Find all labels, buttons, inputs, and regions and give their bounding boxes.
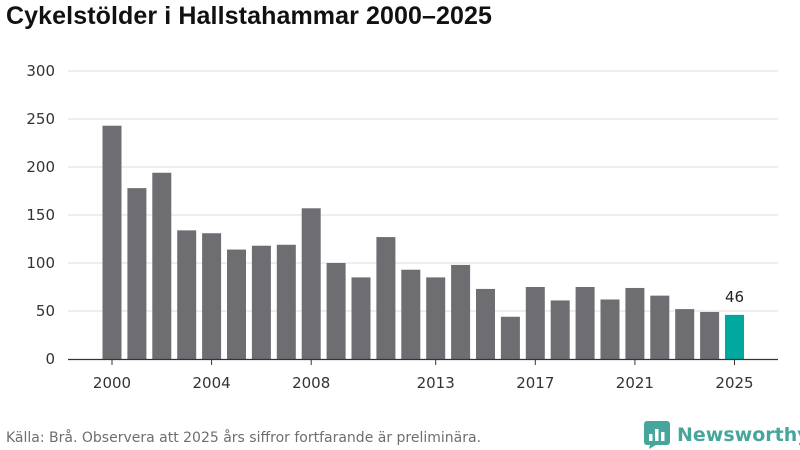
bar-2010 xyxy=(351,277,371,359)
y-tick-label: 250 xyxy=(26,110,55,128)
bar-2009 xyxy=(326,263,346,359)
bar-2007 xyxy=(276,244,296,359)
bar-2020 xyxy=(600,299,620,359)
bar-2004 xyxy=(202,233,222,359)
x-tick-label: 2017 xyxy=(516,374,554,392)
bar-2019 xyxy=(575,287,595,359)
newsworthy-logo-icon xyxy=(644,421,670,449)
bar-2003 xyxy=(177,230,197,359)
x-tick-label: 2013 xyxy=(417,374,455,392)
bar-2018 xyxy=(550,300,570,359)
source-note: Källa: Brå. Observera att 2025 års siffr… xyxy=(6,430,482,446)
y-tick-label: 50 xyxy=(36,302,55,320)
bar-2022 xyxy=(650,295,670,359)
bar-2008 xyxy=(301,208,321,359)
x-axis: 2000 2004 2008 2013 2017 2021 2025 xyxy=(68,358,778,392)
bar-2023 xyxy=(675,309,695,359)
bar-2005 xyxy=(227,249,246,359)
bar-2002 xyxy=(152,172,172,359)
y-tick-label: 100 xyxy=(26,254,55,272)
chart-title: Cykelstölder i Hallstahammar 2000–2025 xyxy=(6,2,493,30)
x-tick-label: 2004 xyxy=(193,374,231,392)
x-tick-label: 2021 xyxy=(616,374,654,392)
x-tick-label: 2000 xyxy=(93,374,131,392)
bar-2006 xyxy=(251,245,271,359)
bar-2015 xyxy=(476,288,495,359)
bar-2014 xyxy=(451,264,471,359)
y-axis: 0 50 100 150 200 250 300 xyxy=(26,62,55,368)
y-tick-label: 150 xyxy=(26,206,55,224)
bar-2025 xyxy=(725,314,744,359)
x-tick-label: 2025 xyxy=(715,374,753,392)
brand-name: Newsworthy xyxy=(677,424,800,446)
bar-2017 xyxy=(525,287,545,359)
bar-2016 xyxy=(500,316,520,359)
bar-2013 xyxy=(426,277,446,359)
bar-2024 xyxy=(700,311,720,359)
gridlines xyxy=(68,70,778,312)
data-labels: 46 xyxy=(725,288,744,306)
y-tick-label: 0 xyxy=(45,350,55,368)
y-tick-label: 300 xyxy=(26,62,55,80)
data-label-2025: 46 xyxy=(725,288,744,306)
bar-2011 xyxy=(376,237,396,359)
bar-2021 xyxy=(625,287,645,359)
bar-2012 xyxy=(401,269,421,359)
brand-logo: Newsworthy xyxy=(644,420,800,450)
y-tick-label: 200 xyxy=(26,158,55,176)
bars xyxy=(102,125,744,359)
bar-2000 xyxy=(102,125,122,359)
bar-2001 xyxy=(127,188,147,359)
x-tick-label: 2008 xyxy=(292,374,330,392)
